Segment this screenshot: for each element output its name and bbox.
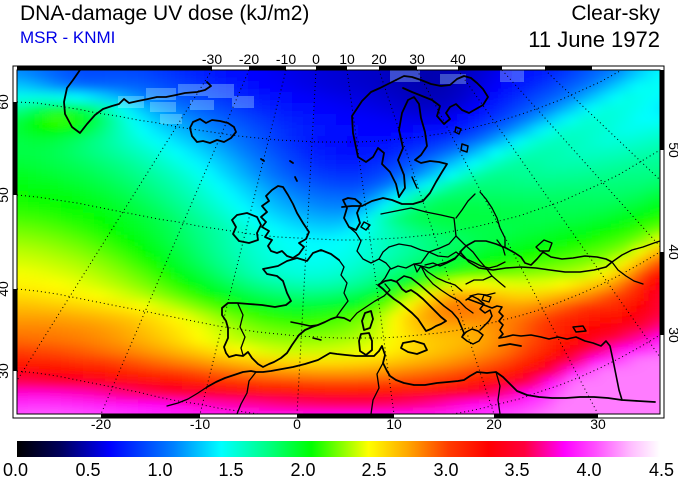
- svg-text:0: 0: [293, 416, 301, 432]
- svg-text:1.0: 1.0: [147, 460, 172, 480]
- svg-text:30: 30: [0, 363, 11, 379]
- svg-text:-10: -10: [276, 51, 296, 67]
- svg-text:30: 30: [590, 416, 606, 432]
- svg-text:4.5: 4.5: [649, 460, 674, 480]
- svg-text:20: 20: [371, 51, 387, 67]
- svg-text:1.5: 1.5: [218, 460, 243, 480]
- svg-text:30: 30: [666, 327, 678, 343]
- svg-text:20: 20: [486, 416, 502, 432]
- svg-text:3.5: 3.5: [504, 460, 529, 480]
- svg-text:0.5: 0.5: [75, 460, 100, 480]
- svg-text:10: 10: [386, 416, 402, 432]
- svg-text:40: 40: [0, 281, 11, 297]
- svg-text:10: 10: [339, 51, 355, 67]
- svg-text:60: 60: [0, 94, 11, 110]
- svg-text:40: 40: [450, 51, 466, 67]
- svg-text:40: 40: [666, 244, 678, 260]
- svg-text:2.5: 2.5: [361, 460, 386, 480]
- svg-text:-20: -20: [91, 416, 111, 432]
- svg-text:50: 50: [0, 187, 11, 203]
- svg-text:50: 50: [666, 142, 678, 158]
- svg-text:0.0: 0.0: [3, 460, 28, 480]
- svg-text:4.0: 4.0: [576, 460, 601, 480]
- svg-text:-10: -10: [190, 416, 210, 432]
- svg-text:2.0: 2.0: [290, 460, 315, 480]
- svg-text:3.0: 3.0: [433, 460, 458, 480]
- svg-text:30: 30: [409, 51, 425, 67]
- svg-text:-30: -30: [202, 51, 222, 67]
- svg-text:0: 0: [312, 51, 320, 67]
- svg-text:-20: -20: [239, 51, 259, 67]
